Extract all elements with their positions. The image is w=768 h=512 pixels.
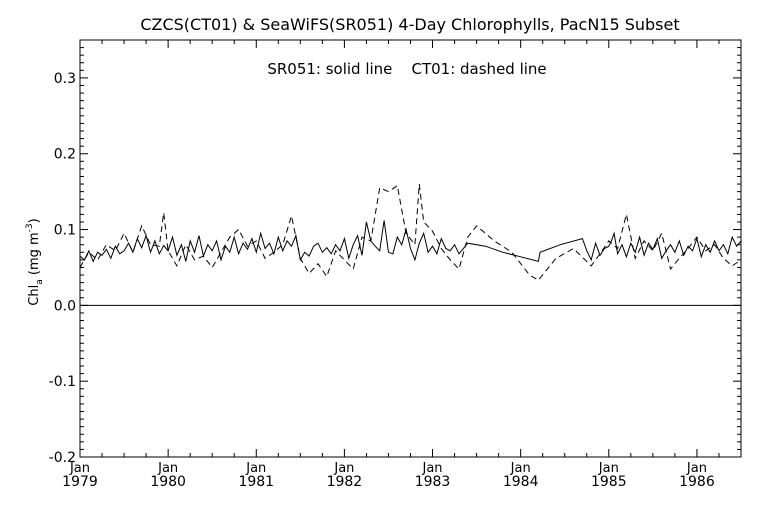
y-label-base: Chl [27, 285, 42, 306]
svg-text:Chla (mg m-3): Chla (mg m-3) [25, 218, 45, 305]
x-tick-label-year: 1980 [150, 474, 186, 490]
series-annotation: SR051: solid line CT01: dashed line [267, 60, 546, 78]
x-tick-label-year: 1979 [62, 474, 98, 490]
y-tick-label: 0.3 [54, 71, 76, 87]
x-tick-label-month: Jan [510, 461, 531, 476]
x-tick-label-month: Jan [686, 461, 707, 476]
x-tick-label-month: Jan [245, 461, 266, 476]
x-tick-label-year: 1981 [238, 474, 274, 490]
y-label-units-sup: -3 [25, 223, 35, 232]
series-line-sr051 [79, 220, 742, 263]
x-tick-label-year: 1982 [327, 474, 363, 490]
y-label-units-close: ) [27, 218, 42, 223]
series-line-ct01 [79, 184, 742, 281]
x-tick-label-month: Jan [69, 461, 90, 476]
x-tick-label-month: Jan [422, 461, 443, 476]
chart-title: CZCS(CT01) & SeaWiFS(SR051) 4-Day Chloro… [140, 15, 679, 34]
x-tick-label-month: Jan [598, 461, 619, 476]
y-label-units-open: (mg m [27, 232, 42, 279]
y-tick-label: -0.2 [49, 450, 76, 466]
x-tick-label-month: Jan [157, 461, 178, 476]
x-tick-label-year: 1985 [591, 474, 627, 490]
x-tick-label-year: 1984 [503, 474, 539, 490]
y-tick-label: -0.1 [49, 374, 76, 390]
y-tick-label: 0.0 [54, 298, 76, 314]
y-label-subscript: a [35, 279, 45, 285]
y-axis-label: Chla (mg m-3) [25, 218, 45, 305]
x-tick-label-year: 1983 [415, 474, 451, 490]
y-tick-label: 0.1 [54, 223, 76, 239]
x-tick-label-year: 1986 [679, 474, 715, 490]
x-tick-label-month: Jan [333, 461, 354, 476]
y-tick-label: 0.2 [54, 147, 76, 163]
